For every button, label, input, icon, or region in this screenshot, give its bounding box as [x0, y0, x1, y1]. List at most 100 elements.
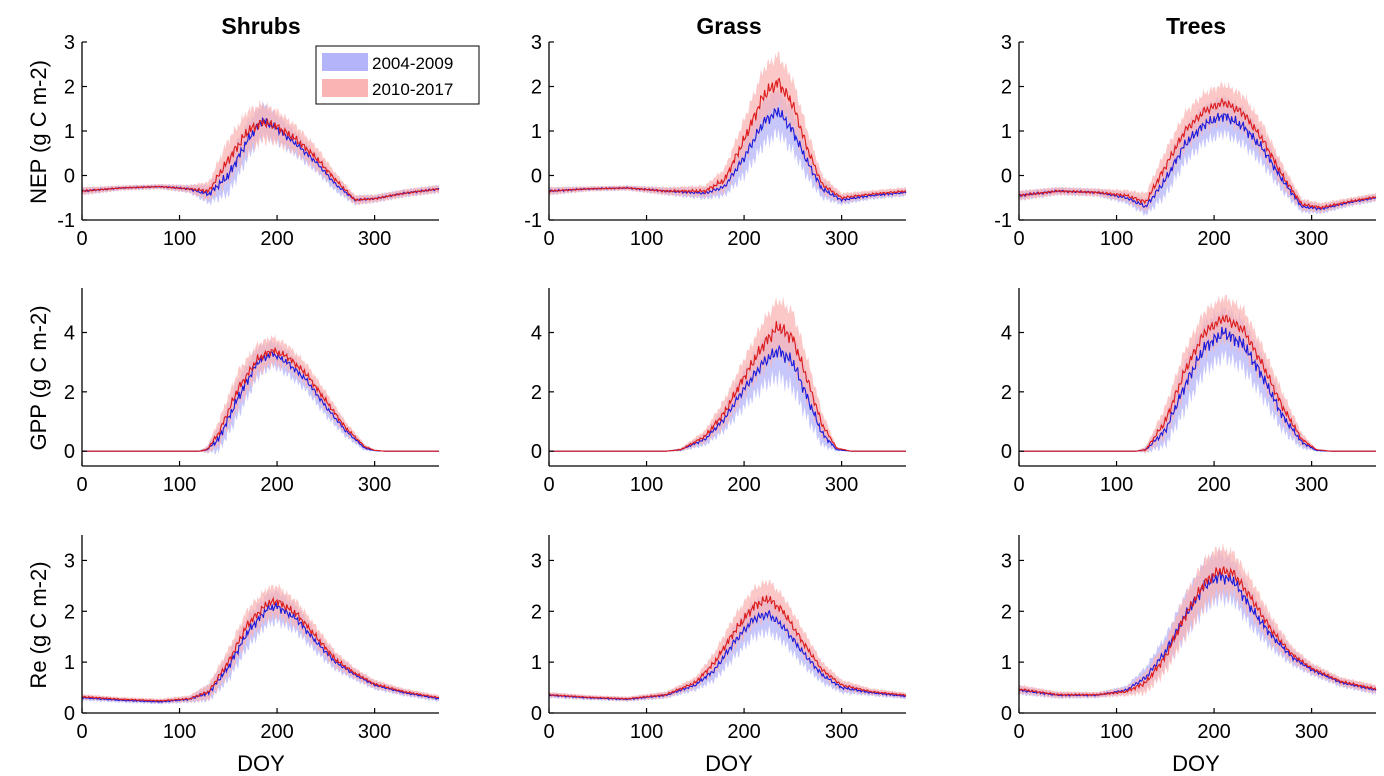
y-tick-label: 2	[64, 77, 75, 99]
y-tick-label: 3	[531, 32, 542, 54]
y-tick-label: 2	[531, 382, 542, 404]
x-tick-label: 200	[260, 474, 293, 496]
x-tick-label: 100	[1100, 721, 1133, 743]
y-tick-label: 0	[1001, 441, 1012, 463]
x-tick-label: 100	[163, 721, 196, 743]
column-title-trees: Trees	[1166, 13, 1226, 39]
series-line-2010-2017	[81, 118, 440, 202]
legend-swatch-2010-2017	[322, 79, 368, 97]
panel-grass-gpp: 0 2 4 0 100 200 300	[531, 288, 906, 496]
column-title-grass: Grass	[696, 13, 761, 39]
y-tick-label: 0	[64, 166, 75, 188]
x-tick-label: 0	[1013, 721, 1024, 743]
y-tick-label: 2	[531, 77, 542, 99]
y-tick-label: -1	[524, 210, 542, 232]
y-tick-label: 0	[531, 441, 542, 463]
series-line-2010-2017	[548, 77, 907, 200]
x-tick-label: 0	[543, 474, 554, 496]
series-line-2010-2017	[548, 595, 907, 700]
x-tick-label: 200	[727, 228, 760, 250]
x-tick-label: 200	[1197, 228, 1230, 250]
y-tick-label: 1	[1001, 652, 1012, 674]
series-line-2010-2017	[549, 321, 906, 452]
y-tick-label: 0	[1001, 703, 1012, 725]
column-title-shrubs: Shrubs	[221, 13, 300, 39]
y-tick-label: 1	[1001, 121, 1012, 143]
x-axis-label-grass: DOY	[705, 751, 753, 776]
y-tick-label: 3	[64, 550, 75, 572]
x-axis-label-shrubs: DOY	[237, 751, 285, 776]
y-tick-label: 1	[64, 121, 75, 143]
band-2004-2009	[549, 318, 906, 452]
x-tick-label: 200	[727, 721, 760, 743]
y-tick-label: 0	[1001, 166, 1012, 188]
y-tick-label: 0	[64, 703, 75, 725]
x-tick-label: 0	[1013, 474, 1024, 496]
y-tick-label: -1	[994, 210, 1012, 232]
y-tick-label: 1	[531, 121, 542, 143]
y-tick-label: 3	[1001, 550, 1012, 572]
band-2010-2017	[549, 51, 906, 204]
x-tick-label: 0	[543, 721, 554, 743]
y-tick-label: 0	[64, 441, 75, 463]
x-tick-label: 100	[1100, 228, 1133, 250]
x-tick-label: 300	[1295, 721, 1328, 743]
y-tick-label: 2	[64, 382, 75, 404]
y-tick-label: 2	[1001, 382, 1012, 404]
panel-trees-gpp: 0 2 4 0 100 200 300	[1001, 288, 1376, 496]
x-tick-label: 100	[163, 228, 196, 250]
x-tick-label: 300	[358, 474, 391, 496]
y-tick-label: 4	[64, 323, 75, 345]
y-tick-label: 2	[1001, 77, 1012, 99]
y-tick-label: 2	[531, 601, 542, 623]
y-axis-label-nep: NEP (g C m-2)	[26, 60, 51, 204]
y-tick-label: 3	[1001, 32, 1012, 54]
y-axis-label-gpp: GPP (g C m-2)	[26, 305, 51, 450]
series-line-2010-2017	[1018, 97, 1377, 210]
y-tick-label: 2	[64, 601, 75, 623]
x-tick-label: 100	[163, 474, 196, 496]
legend-label-2010-2017: 2010-2017	[372, 80, 453, 99]
y-tick-label: -1	[57, 210, 75, 232]
series-line-2010-2017	[1019, 314, 1376, 452]
x-tick-label: 300	[825, 474, 858, 496]
y-tick-label: 1	[64, 652, 75, 674]
y-tick-label: 4	[1001, 323, 1012, 345]
panel-shrubs-gpp: 0 2 4 0 100 200 300	[64, 288, 439, 496]
y-tick-label: 4	[531, 323, 542, 345]
x-tick-label: 0	[543, 228, 554, 250]
legend-swatch-2004-2009	[322, 53, 368, 71]
legend: 2004-2009 2010-2017	[315, 45, 480, 105]
x-tick-label: 300	[1295, 228, 1328, 250]
x-tick-label: 200	[260, 721, 293, 743]
band-2010-2017	[82, 99, 439, 206]
x-tick-label: 300	[825, 228, 858, 250]
x-tick-label: 200	[727, 474, 760, 496]
series-line-2010-2017	[81, 596, 439, 702]
x-tick-label: 100	[630, 721, 663, 743]
y-tick-label: 3	[531, 550, 542, 572]
band-2010-2017	[82, 583, 439, 704]
x-tick-label: 0	[76, 474, 87, 496]
y-tick-label: 3	[64, 32, 75, 54]
y-tick-label: 1	[531, 652, 542, 674]
band-2004-2009	[82, 588, 439, 705]
x-axis-label-trees: DOY	[1172, 751, 1220, 776]
band-2010-2017	[82, 334, 439, 453]
band-2010-2017	[1019, 80, 1376, 214]
panel-trees-re: 0 1 2 3 0 100 200 300	[1001, 535, 1377, 743]
legend-label-2004-2009: 2004-2009	[372, 54, 453, 73]
series-line-2010-2017	[82, 347, 439, 452]
x-tick-label: 0	[1013, 228, 1024, 250]
y-axis-label-re: Re (g C m-2)	[26, 561, 51, 688]
x-tick-label: 100	[1100, 474, 1133, 496]
x-tick-label: 0	[76, 721, 87, 743]
panel-shrubs-re: 0 1 2 3 0 100 200 300	[64, 535, 440, 743]
x-tick-label: 300	[358, 228, 391, 250]
x-tick-label: 200	[260, 228, 293, 250]
band-2010-2017	[549, 296, 906, 452]
